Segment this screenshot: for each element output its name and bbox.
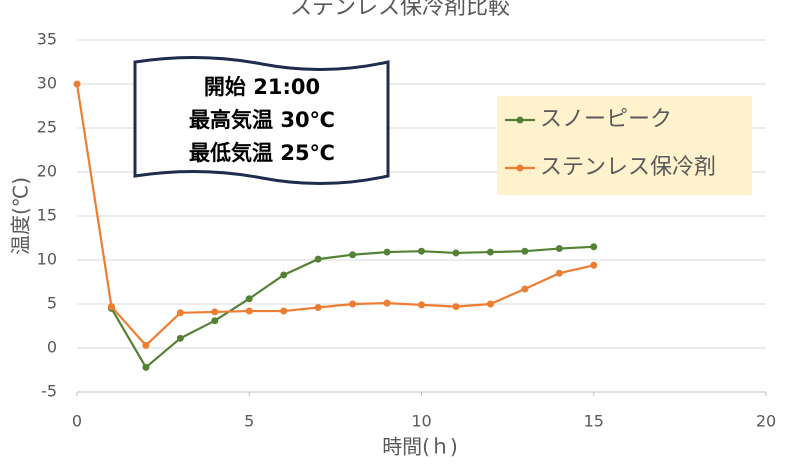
data-point bbox=[521, 285, 529, 293]
x-tick-label: 20 bbox=[756, 412, 776, 431]
annotation-line: 最高気温 30℃ bbox=[189, 108, 335, 132]
data-point bbox=[142, 363, 150, 371]
data-point bbox=[349, 300, 357, 308]
y-tick-label: 10 bbox=[37, 250, 57, 269]
x-tick-label: 10 bbox=[411, 412, 431, 431]
data-point bbox=[107, 303, 115, 311]
data-point bbox=[486, 248, 494, 256]
y-tick-label: 0 bbox=[47, 338, 57, 357]
legend-label: スノーピーク bbox=[540, 107, 672, 132]
annotation-line: 開始 21:00 bbox=[204, 75, 320, 99]
annotation-banner bbox=[133, 55, 390, 185]
data-point bbox=[349, 251, 357, 259]
series-line bbox=[75, 83, 594, 347]
data-point bbox=[383, 299, 391, 307]
data-point bbox=[486, 300, 494, 308]
data-point bbox=[142, 341, 150, 349]
data-point bbox=[418, 301, 425, 309]
legend-marker bbox=[516, 116, 524, 124]
data-point bbox=[590, 261, 598, 269]
legend-label: ステンレス保冷剤 bbox=[540, 155, 716, 180]
legend bbox=[497, 96, 752, 195]
data-point bbox=[245, 307, 253, 315]
y-tick-label: 5 bbox=[47, 294, 57, 313]
data-point bbox=[280, 271, 288, 279]
data-point bbox=[211, 317, 219, 325]
y-tick-label: 30 bbox=[37, 74, 57, 93]
y-tick-label: 35 bbox=[37, 30, 57, 49]
data-point bbox=[314, 304, 322, 312]
data-point bbox=[176, 334, 184, 342]
chart-title: ステンレス保冷剤比較 bbox=[290, 0, 510, 20]
y-tick-label: 25 bbox=[37, 118, 57, 137]
annotation-line: 最低気温 25℃ bbox=[189, 141, 335, 165]
x-tick-label: 5 bbox=[244, 412, 254, 431]
x-tick-label: 0 bbox=[72, 412, 82, 431]
y-tick-label: 15 bbox=[37, 206, 57, 225]
legend-marker bbox=[516, 164, 524, 172]
data-point bbox=[521, 247, 529, 255]
data-point bbox=[590, 243, 598, 251]
y-axis-label: 温度(℃) bbox=[9, 177, 33, 255]
data-point bbox=[452, 249, 460, 257]
data-point bbox=[73, 80, 81, 88]
y-tick-label: 20 bbox=[37, 162, 57, 181]
data-point bbox=[555, 269, 563, 277]
data-point bbox=[383, 248, 391, 256]
x-axis-label: 時間(ｈ) bbox=[382, 435, 458, 459]
data-point bbox=[280, 307, 288, 315]
data-point bbox=[211, 308, 219, 316]
data-point bbox=[555, 245, 563, 253]
data-point bbox=[452, 303, 460, 311]
data-point bbox=[245, 295, 253, 303]
data-point bbox=[418, 247, 425, 255]
data-point bbox=[176, 309, 184, 317]
data-point bbox=[314, 255, 322, 263]
x-tick-label: 15 bbox=[584, 412, 604, 431]
y-tick-label: -5 bbox=[41, 382, 57, 401]
